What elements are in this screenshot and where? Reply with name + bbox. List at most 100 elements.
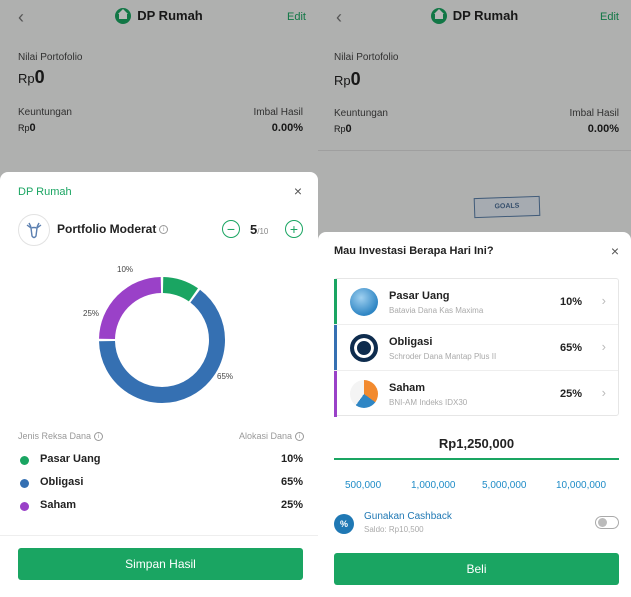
fund-percentage: 65%	[559, 342, 582, 354]
profit-label: Keuntungan	[18, 107, 72, 118]
fund-allocation: 65%	[280, 476, 303, 488]
value-number: 0	[34, 67, 45, 87]
back-icon[interactable]: ‹	[336, 7, 342, 27]
fund-type-name: Obligasi	[40, 476, 84, 488]
amount-option[interactable]: 10,000,000	[556, 480, 607, 491]
list-item: Obligasi 65%	[18, 473, 303, 493]
edit-link[interactable]: Edit	[600, 11, 619, 23]
donut-label-pasar-uang: 10%	[117, 265, 134, 274]
top-bar: ‹ DP Rumah Edit	[318, 0, 631, 34]
cashback-title: Gunakan Cashback	[364, 511, 452, 522]
fund-percentage: 25%	[559, 388, 582, 400]
portfolio-value: Rp0	[334, 69, 361, 90]
amount-option[interactable]: 5,000,000	[482, 480, 527, 491]
color-bar	[334, 279, 337, 324]
fund-logo-icon	[350, 380, 378, 408]
deer-avatar-icon	[18, 214, 50, 246]
col-fund-type-text: Jenis Reksa Dana	[18, 431, 92, 441]
legend-dot	[20, 502, 29, 511]
cashback-toggle[interactable]	[595, 516, 619, 529]
amount-options: 500,000 1,000,000 5,000,000 10,000,000	[334, 480, 619, 494]
increase-button[interactable]: +	[285, 220, 303, 238]
chevron-right-icon: ›	[601, 385, 606, 400]
profit-value: Rp0	[334, 123, 352, 135]
fund-type-name: Pasar Uang	[40, 453, 101, 465]
sheet-title: DP Rumah	[18, 186, 72, 198]
info-icon[interactable]: i	[295, 432, 304, 442]
profit-number: 0	[29, 122, 36, 134]
fund-logo-icon	[350, 334, 378, 362]
fund-row-obligasi[interactable]: Obligasi Schroder Dana Mantap Plus II 65…	[334, 325, 618, 371]
portfolio-sheet: DP Rumah × Portfolio Moderat i − 5/10 + 1…	[0, 172, 318, 597]
currency: Rp	[18, 71, 35, 86]
list-item: Pasar Uang 10%	[18, 450, 303, 470]
house-icon	[430, 7, 447, 24]
col-allocation: Alokasi Dana i	[238, 431, 304, 442]
score-max: /10	[257, 227, 269, 236]
portfolio-value-label: Nilai Portofolio	[18, 52, 83, 63]
info-icon[interactable]: i	[94, 432, 104, 442]
fund-row-pasar-uang[interactable]: Pasar Uang Batavia Dana Kas Maxima 10% ›	[334, 279, 618, 325]
return-label: Imbal Hasil	[569, 108, 619, 119]
decrease-button[interactable]: −	[222, 220, 240, 238]
sheet-title: Mau Investasi Berapa Hari Ini?	[334, 245, 494, 257]
portfolio-value: Rp0	[18, 67, 45, 88]
fund-product: BNI-AM Indeks IDX30	[389, 398, 468, 407]
close-icon[interactable]: ×	[293, 183, 302, 199]
value-number: 0	[350, 69, 361, 89]
risk-score: 5/10	[250, 222, 268, 237]
score-value: 5	[250, 222, 258, 237]
fund-percentage: 10%	[559, 296, 582, 308]
divider	[0, 535, 318, 536]
amount-option[interactable]: 500,000	[345, 480, 382, 491]
donut-slice-pasar-uang	[162, 277, 199, 302]
amount-input[interactable]: Rp1,250,000	[438, 436, 515, 451]
amount-underline	[334, 458, 619, 460]
fund-row-saham[interactable]: Saham BNI-AM Indeks IDX30 25% ›	[334, 371, 618, 417]
portfolio-name: Portfolio Moderat i	[57, 222, 169, 236]
currency: Rp	[334, 73, 351, 88]
legend-dot	[20, 479, 29, 488]
fund-product: Schroder Dana Mantap Plus II	[389, 352, 497, 361]
profit-label: Keuntungan	[334, 108, 388, 119]
divider	[318, 150, 631, 151]
buy-button[interactable]: Beli	[334, 553, 619, 585]
chevron-right-icon: ›	[601, 339, 606, 354]
save-result-button[interactable]: Simpan Hasil	[18, 548, 303, 580]
profit-value: Rp0	[18, 122, 36, 134]
allocation-donut	[99, 277, 225, 403]
donut-label-saham: 25%	[83, 309, 100, 318]
fund-type-name: Saham	[40, 499, 77, 511]
currency: Rp	[334, 124, 346, 134]
return-value: 0.00%	[271, 122, 303, 134]
color-bar	[334, 325, 337, 370]
invest-sheet: Mau Investasi Berapa Hari Ini? × Pasar U…	[318, 232, 631, 597]
col-allocation-text: Alokasi Dana	[238, 431, 292, 441]
page-title: DP Rumah	[318, 7, 631, 25]
col-fund-type: Jenis Reksa Dana i	[18, 431, 104, 442]
return-value: 0.00%	[587, 123, 619, 135]
top-bar: ‹ DP Rumah Edit	[0, 0, 318, 34]
fund-list: Pasar Uang Batavia Dana Kas Maxima 10% ›…	[334, 278, 619, 417]
chevron-right-icon: ›	[601, 293, 606, 308]
left-screen: ‹ DP Rumah Edit Nilai Portofolio Rp0 Keu…	[0, 0, 318, 597]
page-title-text: DP Rumah	[452, 8, 519, 23]
fund-logo-icon	[350, 288, 378, 316]
cashback-icon: %	[334, 514, 354, 534]
donut-slice-saham	[99, 277, 162, 340]
back-icon[interactable]: ‹	[18, 7, 24, 27]
fund-name: Pasar Uang	[389, 290, 450, 302]
fund-name: Saham	[389, 382, 426, 394]
color-bar	[334, 371, 337, 417]
edit-link[interactable]: Edit	[287, 11, 306, 23]
portfolio-value-label: Nilai Portofolio	[334, 52, 399, 63]
close-icon[interactable]: ×	[610, 243, 619, 259]
fund-allocation: 10%	[280, 453, 303, 465]
house-icon	[115, 7, 132, 24]
info-icon[interactable]: i	[159, 225, 169, 235]
fund-name: Obligasi	[389, 336, 433, 348]
page-title: DP Rumah	[0, 7, 318, 25]
list-item: Saham 25%	[18, 496, 303, 516]
currency: Rp	[18, 123, 30, 133]
amount-option[interactable]: 1,000,000	[411, 480, 456, 491]
